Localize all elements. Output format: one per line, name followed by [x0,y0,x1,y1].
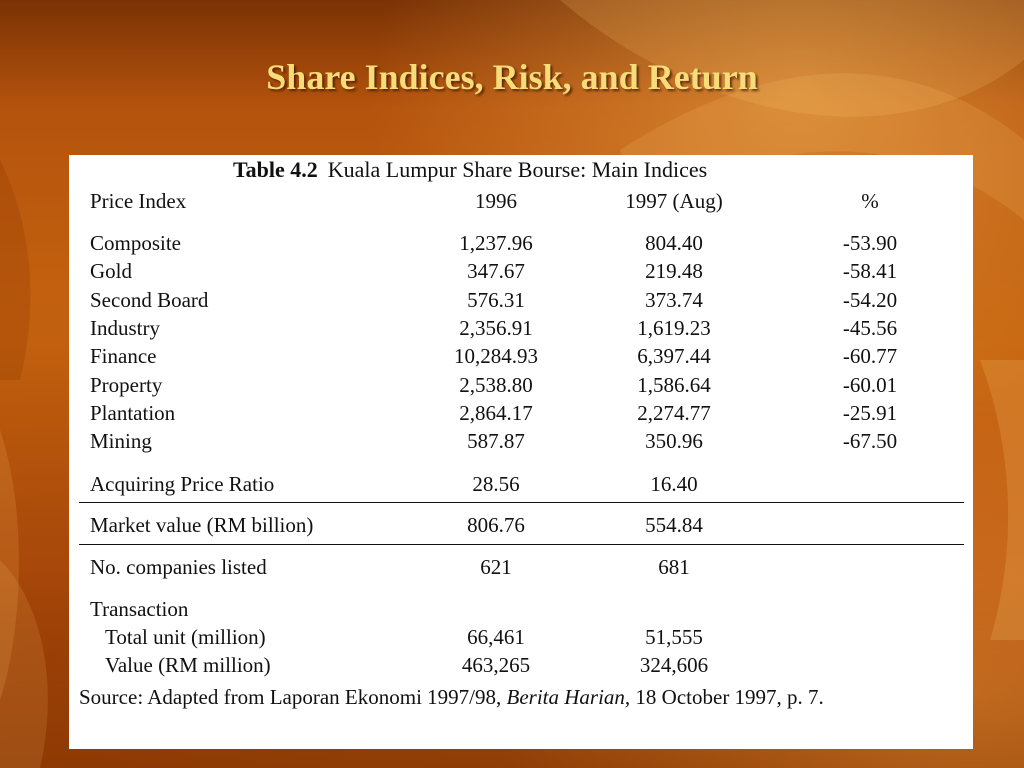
value-rm-million-row: Value (RM million) 463,265 324,606 [69,653,973,679]
row-label: Total unit (million) [105,625,266,649]
row-value-1996: 576.31 [467,288,525,312]
table-caption: Table 4.2 Kuala Lumpur Share Bourse: Main… [233,157,707,183]
row-value-percent: -60.77 [842,344,898,368]
row-label: Composite [90,231,182,255]
table-caption-label: Table 4.2 [233,157,318,182]
row-value-1996: 621 [480,555,512,579]
row-label: Acquiring Price Ratio [90,472,275,496]
row-value-1996: 2,864.17 [459,401,533,425]
header-percent: % [861,189,879,213]
header-1996: 1996 [475,189,517,213]
row-value-1996: 2,356.91 [459,316,533,340]
row-label: Plantation [90,401,176,425]
row-value-1997: 373.74 [645,288,703,312]
row-value-1997: 6,397.44 [637,344,711,368]
row-value-percent: -60.01 [842,373,898,397]
row-value-1996: 347.67 [467,259,525,283]
transaction-label: Transaction [90,597,189,621]
row-value-1997: 1,586.64 [637,373,711,397]
row-label: No. companies listed [90,555,267,579]
row-label: Industry [90,316,160,340]
row-value-1997: 51,555 [645,625,703,649]
table-divider [79,502,964,503]
table-row: Industry 2,356.91 1,619.23 -45.56 [69,316,973,342]
row-value-1996: 806.76 [467,513,525,537]
row-label: Second Board [90,288,209,312]
source-suffix: 18 October 1997, p. 7. [630,685,824,709]
row-value-1996: 463,265 [461,653,531,677]
table-row: Mining 587.87 350.96 -67.50 [69,429,973,455]
row-value-1997: 681 [658,555,690,579]
companies-listed-row: No. companies listed 621 681 [69,555,973,581]
row-value-1996: 28.56 [472,472,520,496]
row-label: Finance [90,344,157,368]
source-publication: Berita Harian, [506,685,631,709]
table-row: Second Board 576.31 373.74 -54.20 [69,288,973,314]
acquiring-price-ratio-row: Acquiring Price Ratio 28.56 16.40 [69,472,973,498]
transaction-heading-row: Transaction [69,597,973,623]
table-row: Finance 10,284.93 6,397.44 -60.77 [69,344,973,370]
row-value-percent: -58.41 [842,259,898,283]
row-value-1997: 2,274.77 [637,401,711,425]
table-caption-text: Kuala Lumpur Share Bourse: Main Indices [327,157,708,182]
table-source-note: Source: Adapted from Laporan Ekonomi 199… [79,683,969,711]
header-price-index: Price Index [90,189,187,213]
table-divider [79,544,964,545]
table-row: Gold 347.67 219.48 -58.41 [69,259,973,285]
slide-title: Share Indices, Risk, and Return [266,57,758,97]
table-row: Plantation 2,864.17 2,274.77 -25.91 [69,401,973,427]
market-value-row: Market value (RM billion) 806.76 554.84 [69,513,973,539]
row-value-percent: -45.56 [842,316,898,340]
row-value-1996: 10,284.93 [454,344,538,368]
row-value-1997: 219.48 [645,259,703,283]
table-row: Property 2,538.80 1,586.64 -60.01 [69,373,973,399]
row-value-1996: 587.87 [467,429,525,453]
row-value-percent: -54.20 [842,288,898,312]
row-value-1997: 350.96 [645,429,703,453]
row-label: Property [90,373,163,397]
row-value-1997: 324,606 [639,653,709,677]
row-value-1996: 2,538.80 [459,373,533,397]
row-value-percent: -25.91 [842,401,898,425]
row-label: Gold [90,259,132,283]
row-value-1997: 1,619.23 [637,316,711,340]
row-label: Market value (RM billion) [90,513,314,537]
row-value-1996: 66,461 [467,625,525,649]
row-value-1997: 16.40 [650,472,698,496]
row-value-1996: 1,237.96 [459,231,533,255]
table-row: Composite 1,237.96 804.40 -53.90 [69,231,973,257]
row-label: Value (RM million) [105,653,271,677]
row-value-1997: 554.84 [645,513,703,537]
indices-table-panel: Table 4.2 Kuala Lumpur Share Bourse: Main… [69,155,973,749]
header-1997-aug: 1997 (Aug) [625,189,723,213]
table-header-row: Price Index 1996 1997 (Aug) % [69,189,973,215]
row-value-percent: -67.50 [842,429,898,453]
row-value-1997: 804.40 [645,231,703,255]
row-value-percent: -53.90 [842,231,898,255]
total-unit-row: Total unit (million) 66,461 51,555 [69,625,973,651]
row-label: Mining [90,429,152,453]
source-prefix: Source: Adapted from Laporan Ekonomi 199… [79,685,507,709]
